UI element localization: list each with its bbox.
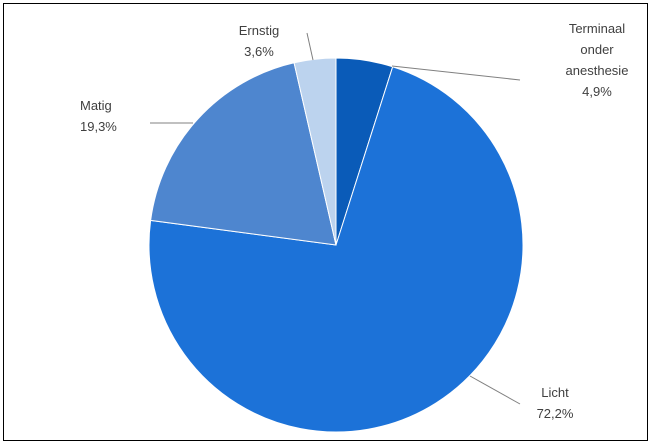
leader-line — [306, 32, 314, 61]
slice-category-label: onder — [580, 42, 614, 57]
slice-category-label: Licht — [541, 385, 569, 400]
slice-label: Ernstig 3,6% — [239, 23, 279, 59]
slice-category-label: Matig — [80, 98, 112, 113]
leader-line — [469, 375, 521, 405]
slice-value-label: 3,6% — [244, 44, 274, 59]
slice-category-label: Ernstig — [239, 23, 279, 38]
slice-label: Terminaal onder anesthesie 4,9% — [566, 21, 629, 99]
slice-category-label: Terminaal — [569, 21, 625, 36]
slice-label: Licht 72,2% — [537, 385, 574, 421]
slice-value-label: 4,9% — [582, 84, 612, 99]
leader-line — [391, 65, 521, 81]
slice-value-label: 19,3% — [80, 119, 117, 134]
pie-slice-ernstig — [293, 57, 337, 246]
pie-slice-licht — [148, 66, 524, 433]
slice-value-label: 72,2% — [537, 406, 574, 421]
slice-category-label: anesthesie — [566, 63, 629, 78]
slice-label: Matig 19,3% — [80, 98, 117, 134]
pie-slice-matig — [150, 62, 337, 246]
